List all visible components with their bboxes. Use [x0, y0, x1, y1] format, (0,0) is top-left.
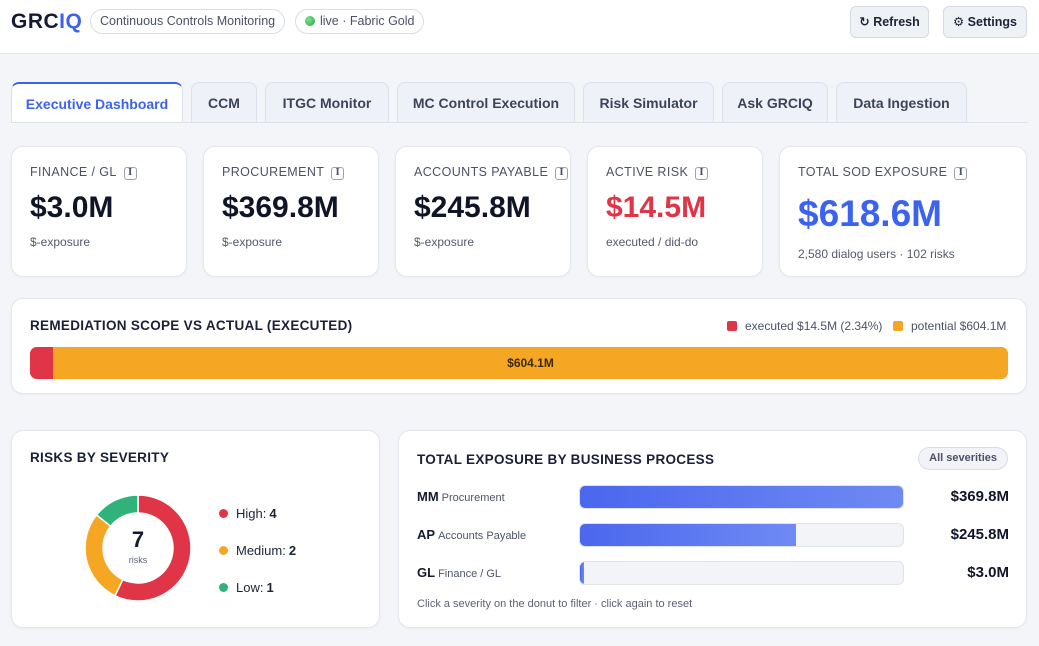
remediation-stacked-bar: $604.1M — [30, 347, 1008, 379]
exposure-card: TOTAL EXPOSURE BY BUSINESS PROCESS All s… — [398, 430, 1027, 628]
tab-ask-grciq[interactable]: Ask GRCIQ — [722, 82, 828, 123]
kpi-value: $14.5M — [606, 191, 707, 224]
kpi-subtitle: $-exposure — [222, 235, 283, 249]
process-bar-fill — [580, 562, 584, 584]
module-pill: Continuous Controls Monitoring — [90, 9, 286, 34]
process-label: MM Procurement — [417, 489, 505, 504]
exposure-title: TOTAL EXPOSURE BY BUSINESS PROCESS — [417, 452, 715, 467]
kpi-label: TOTAL SOD EXPOSURE I — [798, 165, 968, 180]
status-pill: live · Fabric Gold — [295, 9, 425, 34]
kpi-label: ACCOUNTS PAYABLE I — [414, 165, 569, 180]
legend-potential: potential $604.1M — [893, 319, 1006, 333]
process-bar-fill — [580, 486, 903, 508]
brand-text-grc: GRC — [11, 10, 60, 33]
medium-dot-icon — [219, 546, 228, 555]
donut-total: 7 — [131, 527, 145, 552]
kpi-label: PROCUREMENT I — [222, 165, 345, 180]
donut-slice-low[interactable] — [95, 494, 139, 528]
donut-slice-high[interactable] — [114, 494, 192, 602]
tab-executive-dashboard[interactable]: Executive Dashboard — [11, 82, 183, 123]
donut-center: 7 risks — [85, 495, 191, 601]
tab-risk-simulator[interactable]: Risk Simulator — [583, 82, 714, 123]
severity-filter-button[interactable]: All severities — [918, 447, 1008, 470]
process-bar-track — [579, 523, 904, 547]
tab-divider — [11, 122, 1028, 123]
status-dot-icon — [305, 16, 315, 26]
kpi-subtitle: $-exposure — [414, 235, 475, 249]
filter-hint: Click a severity on the donut to filter … — [417, 598, 693, 610]
kpi-card-total-sod-exposure[interactable]: TOTAL SOD EXPOSURE I $618.6M 2,580 dialog… — [779, 146, 1027, 277]
remediation-card: REMEDIATION SCOPE VS ACTUAL (EXECUTED) e… — [11, 298, 1027, 394]
severity-title: RISKS BY SEVERITY — [30, 450, 170, 465]
kpi-value: $245.8M — [414, 191, 531, 224]
kpi-value: $369.8M — [222, 191, 339, 224]
process-value: $3.0M — [967, 564, 1009, 581]
status-text: live · Fabric Gold — [320, 14, 415, 28]
kpi-subtitle: 2,580 dialog users · 102 risks — [798, 247, 955, 261]
process-value: $245.8M — [950, 526, 1009, 543]
info-icon[interactable]: I — [555, 167, 569, 180]
info-icon[interactable]: I — [123, 167, 137, 180]
process-row-ap[interactable]: AP Accounts Payable $245.8M — [417, 523, 1009, 549]
legend-swatch-potential — [893, 321, 903, 331]
info-icon[interactable]: I — [695, 167, 709, 180]
refresh-button[interactable]: ↻ Refresh — [850, 6, 929, 38]
kpi-subtitle: $-exposure — [30, 235, 91, 249]
severity-donut[interactable]: 7 risks — [84, 494, 192, 602]
kpi-subtitle: executed / did-do — [606, 235, 699, 249]
legend-executed: executed $14.5M (2.34%) — [727, 319, 882, 333]
settings-button[interactable]: ⚙ Settings — [943, 6, 1027, 38]
process-label: AP Accounts Payable — [417, 527, 527, 542]
process-bar-track — [579, 561, 904, 585]
process-value: $369.8M — [950, 488, 1009, 505]
brand-text-iq: IQ — [59, 10, 83, 33]
kpi-card-finance-gl[interactable]: FINANCE / GL I $3.0M $-exposure — [11, 146, 187, 277]
process-label: GL Finance / GL — [417, 565, 502, 580]
kpi-value: $3.0M — [30, 191, 114, 224]
legend-high[interactable]: High: 4 — [219, 506, 277, 521]
kpi-label: FINANCE / GL I — [30, 165, 137, 180]
process-row-mm[interactable]: MM Procurement $369.8M — [417, 485, 1009, 511]
severity-donut-chart[interactable] — [84, 494, 192, 602]
kpi-card-procurement[interactable]: PROCUREMENT I $369.8M $-exposure — [203, 146, 379, 277]
process-row-gl[interactable]: GL Finance / GL $3.0M — [417, 561, 1009, 587]
legend-swatch-executed — [727, 321, 737, 331]
tab-ccm[interactable]: CCM — [191, 82, 257, 123]
legend-low[interactable]: Low: 1 — [219, 580, 274, 595]
legend-medium[interactable]: Medium: 2 — [219, 543, 296, 558]
process-bar-fill — [580, 524, 796, 546]
high-dot-icon — [219, 509, 228, 518]
tab-mc-control-execution[interactable]: MC Control Execution — [397, 82, 575, 123]
kpi-value: $618.6M — [798, 193, 942, 234]
info-icon[interactable]: I — [954, 167, 968, 180]
kpi-card-active-risk[interactable]: ACTIVE RISK I $14.5M executed / did-do — [587, 146, 763, 277]
low-dot-icon — [219, 583, 228, 592]
brand-logo[interactable]: GRCIQ — [11, 10, 82, 34]
kpi-label: ACTIVE RISK I — [606, 165, 709, 180]
bar-segment-executed[interactable] — [30, 347, 53, 379]
kpi-card-accounts-payable[interactable]: ACCOUNTS PAYABLE I $245.8M $-exposure — [395, 146, 571, 277]
tab-data-ingestion[interactable]: Data Ingestion — [836, 82, 967, 123]
donut-total-label: risks — [128, 555, 148, 565]
info-icon[interactable]: I — [331, 167, 345, 180]
process-bar-track — [579, 485, 904, 509]
remediation-title: REMEDIATION SCOPE VS ACTUAL (EXECUTED) — [30, 318, 353, 333]
tab-itgc-monitor[interactable]: ITGC Monitor — [265, 82, 389, 123]
top-bar: GRCIQ Continuous Controls Monitoring liv… — [0, 0, 1039, 54]
bar-segment-potential[interactable]: $604.1M — [53, 347, 1008, 379]
severity-card: RISKS BY SEVERITY 7 risks High: 4 Medium:… — [11, 430, 380, 628]
